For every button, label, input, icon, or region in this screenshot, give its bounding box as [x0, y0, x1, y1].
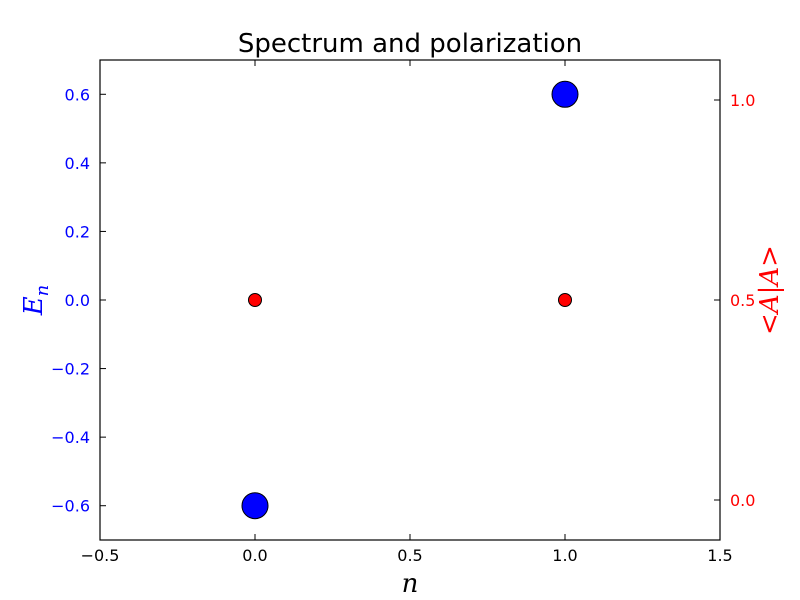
y-left-tick-label: −0.6: [51, 497, 90, 516]
x-tick-label: 0.0: [242, 546, 267, 565]
y-left-axis-label: En: [19, 285, 53, 317]
y-left-tick-label: 0.0: [65, 291, 90, 310]
y-right-tick-label: 1.0: [730, 91, 755, 110]
polarization-point-1: [558, 293, 572, 307]
plot-frame: [99, 59, 721, 541]
x-tick-label: −0.5: [81, 546, 120, 565]
y-right-tick-label: 0.5: [730, 291, 755, 310]
y-right-tick-label: 0.0: [730, 491, 755, 510]
chart-title: Spectrum and polarization: [238, 29, 582, 59]
x-axis-label-text: n: [402, 569, 419, 599]
ticks-layer: −0.5 0.0 0.5 1.0 1.5 −0.6 −0.4 −0.2 0.0 0.2 0.4 0.6…: [51, 60, 755, 565]
energy-point-1: [551, 80, 579, 108]
x-tick-label: 1.0: [552, 546, 577, 565]
y-left-tick-label: 0.4: [65, 154, 90, 173]
x-tick-label: 1.5: [707, 546, 732, 565]
energy-point-0: [241, 492, 269, 520]
y-left-tick-label: −0.4: [51, 428, 90, 447]
y-left-tick-label: 0.2: [65, 222, 90, 241]
points-layer: [241, 80, 579, 520]
x-axis-label: n: [402, 569, 419, 599]
y-left-tick-label: 0.6: [65, 85, 90, 104]
y-right-axis-label: <A|A>: [755, 245, 785, 335]
y-left-tick-label: −0.2: [51, 360, 90, 379]
polarization-point-0: [248, 293, 262, 307]
x-tick-label: 0.5: [397, 546, 422, 565]
